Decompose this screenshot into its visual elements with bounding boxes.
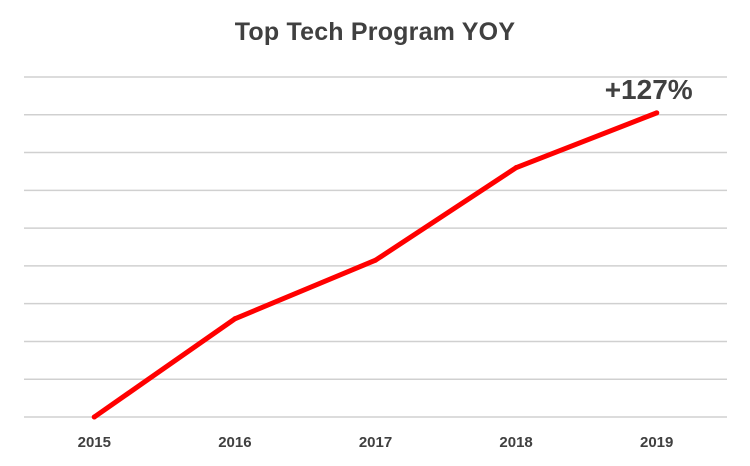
data-point	[654, 110, 660, 116]
data-point	[373, 257, 378, 263]
data-point	[513, 165, 519, 171]
series-line	[91, 110, 660, 420]
series-group	[91, 110, 660, 420]
chart-title: Top Tech Program YOY	[234, 18, 516, 46]
gridlines	[24, 76, 727, 418]
data-point	[232, 316, 238, 322]
annotation-label: +127%	[605, 74, 693, 105]
x-tick-label: 2017	[359, 434, 392, 451]
x-axis-tick-labels: 2015 2016 2017 2018 2019	[78, 434, 674, 451]
data-point	[91, 414, 97, 420]
x-tick-label: 2018	[499, 434, 532, 451]
x-tick-label: 2016	[218, 434, 251, 451]
x-tick-label: 2019	[640, 434, 673, 451]
x-tick-label: 2015	[78, 434, 111, 451]
annotations: +127%	[605, 74, 693, 105]
